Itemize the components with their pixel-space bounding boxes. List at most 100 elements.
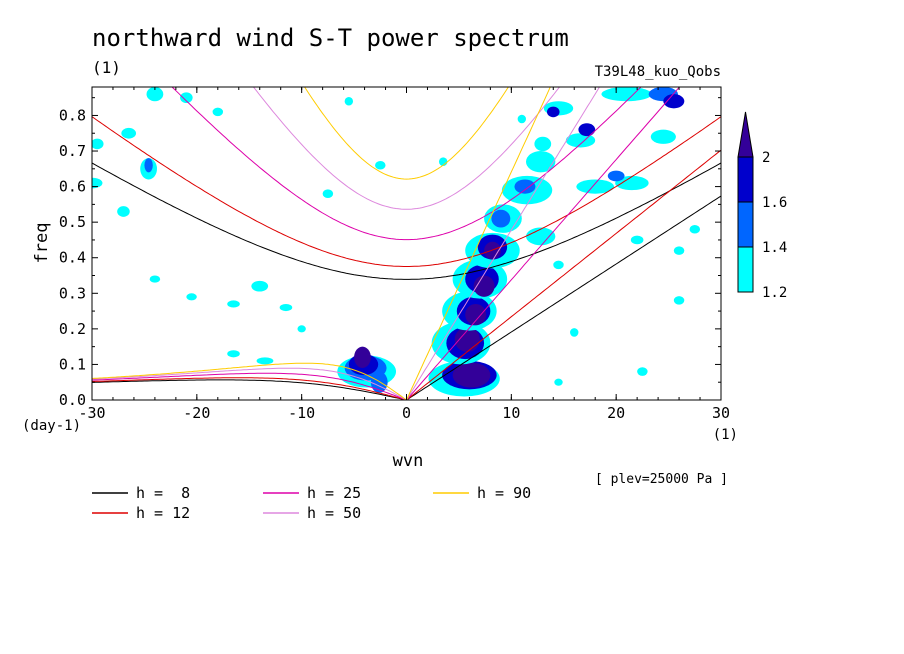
contour-patch bbox=[256, 357, 274, 365]
contour-patch bbox=[491, 209, 511, 228]
contour-patch bbox=[227, 350, 240, 358]
contour-patch bbox=[546, 106, 560, 118]
dispersion-curve bbox=[304, 87, 509, 180]
contour-patch bbox=[149, 275, 161, 283]
colorbar-swatch bbox=[737, 111, 754, 158]
x-unit-label: (1) bbox=[713, 427, 738, 443]
x-tick-label: -20 bbox=[183, 404, 210, 422]
legend-label: h = 25 bbox=[307, 484, 361, 502]
legend-label: h = 12 bbox=[136, 504, 190, 522]
colorbar-swatch bbox=[737, 156, 754, 203]
contour-patch bbox=[534, 136, 552, 152]
dispersion-curve bbox=[406, 87, 681, 400]
contour-patch bbox=[601, 87, 652, 102]
colorbar-label: 2 bbox=[762, 150, 770, 166]
legend-label: h = 90 bbox=[477, 484, 531, 502]
chart-title: northward wind S-T power spectrum bbox=[92, 24, 569, 52]
y-tick-label: 0.7 bbox=[59, 142, 86, 160]
contour-patch bbox=[570, 328, 579, 337]
chart-subtitle-left: (1) bbox=[92, 58, 121, 77]
colorbar: 1.2 1.4 1.6 2 bbox=[737, 111, 787, 301]
plev-annotation: [ plev=25000 Pa ] bbox=[595, 472, 728, 487]
dispersion-curve bbox=[92, 377, 407, 400]
contour-patch bbox=[92, 138, 104, 150]
contour-patch bbox=[607, 170, 625, 182]
contour-patch bbox=[121, 127, 137, 139]
contour-patch bbox=[322, 189, 334, 198]
contour-patch bbox=[344, 96, 354, 106]
contour-patch bbox=[526, 151, 556, 173]
contour-patch bbox=[117, 206, 130, 217]
contour-patch bbox=[576, 179, 615, 194]
contour-patch bbox=[144, 158, 153, 173]
contour-patch bbox=[517, 114, 527, 124]
legend: h = 8 h = 12 h = 25 h = 50 h = 90 bbox=[92, 484, 531, 522]
chart-subtitle-right: T39L48_kuo_Qobs bbox=[595, 64, 721, 80]
y-unit-label: (day-1) bbox=[22, 418, 81, 434]
y-tick-label: 0.0 bbox=[59, 391, 86, 409]
colorbar-label: 1.2 bbox=[762, 285, 787, 301]
contour-patch bbox=[297, 325, 306, 333]
y-tick-label: 0.6 bbox=[59, 178, 86, 196]
x-tick-label: 20 bbox=[607, 404, 625, 422]
contour-patch bbox=[279, 303, 293, 312]
dispersion-curve bbox=[92, 379, 407, 400]
dispersion-curve bbox=[92, 162, 721, 280]
contour-patch bbox=[146, 87, 164, 102]
colorbar-label: 1.6 bbox=[762, 195, 787, 211]
y-tick-label: 0.2 bbox=[59, 320, 86, 338]
x-axis: -30 -20 -10 0 10 20 30 bbox=[78, 87, 730, 422]
colorbar-swatch bbox=[737, 246, 754, 293]
y-tick-label: 0.3 bbox=[59, 284, 86, 302]
contour-patch bbox=[637, 367, 648, 376]
x-tick-label: -10 bbox=[288, 404, 315, 422]
dispersion-curve bbox=[171, 87, 642, 241]
contour-patch bbox=[473, 275, 495, 297]
colorbar-swatch bbox=[737, 201, 754, 248]
contour-patch bbox=[650, 129, 676, 144]
x-tick-label: 10 bbox=[502, 404, 520, 422]
contour-patch bbox=[251, 280, 269, 292]
x-tick-label: 0 bbox=[402, 404, 411, 422]
contour-patch bbox=[663, 94, 685, 109]
x-tick-label: -30 bbox=[78, 404, 105, 422]
legend-label: h = 8 bbox=[136, 484, 190, 502]
contour-patch bbox=[554, 378, 563, 386]
y-tick-label: 0.5 bbox=[59, 213, 86, 231]
contour-patch bbox=[375, 160, 386, 170]
spectrum-contours bbox=[92, 87, 701, 397]
y-tick-label: 0.8 bbox=[59, 106, 86, 124]
y-tick-label: 0.1 bbox=[59, 355, 86, 373]
contour-patch bbox=[465, 303, 487, 326]
y-axis: 0.0 0.1 0.2 0.3 0.4 0.5 0.6 0.7 0.8 bbox=[59, 97, 721, 409]
dispersion-curve bbox=[92, 362, 407, 400]
contour-patch bbox=[452, 362, 491, 388]
contour-patch bbox=[227, 300, 240, 308]
dispersion-curve bbox=[92, 367, 407, 400]
dispersion-curves bbox=[92, 87, 721, 400]
contour-patch bbox=[673, 296, 685, 305]
dispersion-curve bbox=[406, 195, 721, 400]
contour-patch bbox=[514, 179, 536, 194]
x-tick-label: 30 bbox=[712, 404, 730, 422]
contour-patch bbox=[484, 241, 501, 260]
contour-patch bbox=[578, 123, 596, 137]
legend-label: h = 50 bbox=[307, 504, 361, 522]
dispersion-curve bbox=[406, 87, 601, 400]
contour-patch bbox=[526, 227, 556, 246]
dispersion-curve bbox=[406, 87, 551, 400]
contour-patch bbox=[630, 235, 644, 245]
contour-patch bbox=[186, 293, 197, 301]
contour-patch bbox=[689, 225, 701, 234]
contour-patch bbox=[92, 177, 103, 189]
dispersion-curve bbox=[406, 149, 721, 400]
contour-patch bbox=[180, 92, 193, 104]
contour-patch bbox=[673, 246, 685, 255]
contour-patch bbox=[615, 175, 649, 191]
contour-patch bbox=[553, 260, 564, 270]
colorbar-label: 1.4 bbox=[762, 240, 787, 256]
dispersion-curve bbox=[92, 372, 407, 400]
contour-patch bbox=[212, 107, 224, 117]
y-axis-label: freq bbox=[32, 223, 52, 264]
